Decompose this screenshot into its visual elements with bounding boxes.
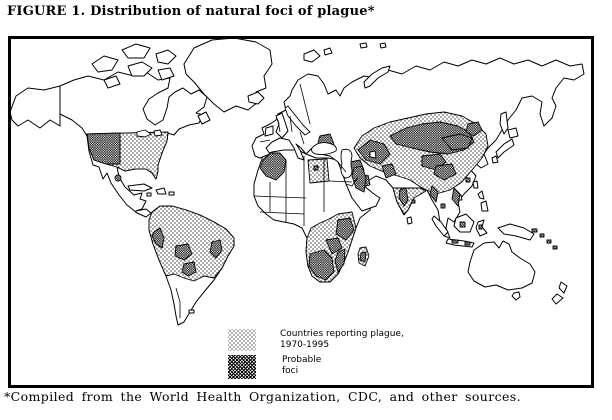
- new-guinea: [497, 223, 535, 241]
- inland-seas: [136, 105, 377, 179]
- region-libya: [307, 158, 330, 184]
- caspian-sea: [340, 148, 353, 179]
- focus-java: [451, 239, 459, 244]
- tasmania: [511, 291, 521, 301]
- focus-southwest-arabia: [351, 165, 367, 193]
- newfoundland: [197, 111, 211, 125]
- focus-borneo: [459, 221, 466, 228]
- aral-sea: [369, 150, 377, 159]
- svalbard: [303, 49, 321, 63]
- middle-east-borders: [337, 161, 359, 187]
- region-south-america: [148, 205, 235, 282]
- focus-thailand: [440, 203, 446, 209]
- focus-western-usa: [86, 132, 121, 165]
- black-sea: [311, 142, 337, 156]
- source-footnote: *Compiled from the World Health Organiza…: [4, 389, 521, 404]
- focus-madagascar: [359, 251, 367, 263]
- taiwan: [472, 180, 479, 189]
- sakhalin: [499, 111, 509, 135]
- east-asia-islands: [406, 111, 519, 225]
- focus-bolivia: [174, 243, 193, 261]
- focus-sulawesi: [478, 224, 483, 230]
- focus-vietnam: [451, 187, 461, 207]
- south-america-borders: [165, 273, 181, 318]
- new-zealand: [558, 281, 568, 294]
- focus-east-brazil: [209, 239, 223, 259]
- philippines: [477, 190, 485, 200]
- africa-borders: [253, 156, 353, 226]
- australia: [467, 240, 536, 291]
- falkland-islands: [188, 309, 195, 314]
- novaya-zemlya: [363, 65, 391, 89]
- great-lakes: [136, 129, 152, 138]
- region-india: [392, 187, 427, 215]
- caribbean-islands: [127, 183, 175, 197]
- greenland: [183, 39, 273, 113]
- japan: [507, 127, 519, 139]
- canadian-arctic-islands: [91, 43, 177, 89]
- world-map: [11, 39, 585, 326]
- focus-east-africa: [335, 217, 355, 241]
- landmasses: [11, 39, 585, 326]
- focus-north-mexico: [114, 174, 122, 182]
- alaska: [11, 85, 61, 129]
- regions-probable-foci: [86, 121, 558, 281]
- ireland: [264, 125, 274, 137]
- focus-myanmar: [429, 185, 439, 203]
- focus-mozambique: [334, 248, 346, 273]
- country-borders: [59, 83, 359, 318]
- sri-lanka: [406, 216, 413, 225]
- focus-libya-spot: [313, 165, 319, 171]
- focus-afghanistan: [381, 163, 397, 179]
- europe-islands: [247, 42, 391, 139]
- focus-zambia: [325, 237, 343, 255]
- sumatra: [431, 215, 449, 237]
- focus-northeast-china: [441, 133, 473, 151]
- world-map-frame: Countries reporting plague, 1970-1995 Pr…: [8, 36, 594, 388]
- baltic-sea: [284, 105, 311, 136]
- focus-peru: [151, 227, 165, 249]
- focus-southern-africa: [308, 249, 335, 281]
- iceland: [247, 91, 265, 105]
- focus-yunnan: [433, 163, 457, 181]
- figure-title: FIGURE 1. Distribution of natural foci o…: [7, 4, 375, 19]
- focus-northwest-africa: [259, 152, 287, 181]
- focus-north-argentina: [181, 261, 197, 277]
- focus-west-india: [398, 187, 409, 207]
- europe-borders: [259, 83, 311, 145]
- focus-southeast-china-coast: [465, 177, 471, 183]
- focus-melanesia-islands: [531, 228, 558, 250]
